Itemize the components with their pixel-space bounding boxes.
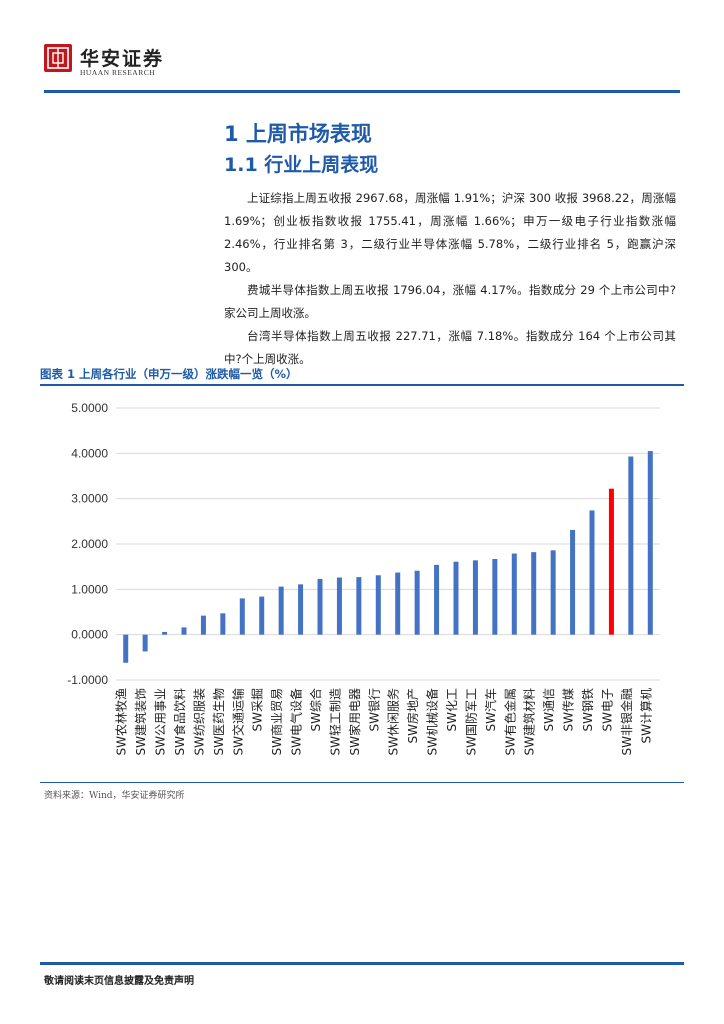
y-tick-label: 1.0000 xyxy=(71,582,108,596)
x-category-label: SW食品饮料 xyxy=(172,688,187,755)
y-tick-label: 4.0000 xyxy=(71,446,108,460)
x-category-label: SW建筑材料 xyxy=(522,688,537,755)
section-subtitle: 1.1 行业上周表现 xyxy=(224,154,379,176)
bar xyxy=(628,456,634,635)
section-title: 1 上周市场表现 xyxy=(224,122,372,146)
bar xyxy=(434,564,440,635)
bar xyxy=(453,561,459,635)
y-tick-label: 2.0000 xyxy=(71,537,108,551)
bar xyxy=(492,558,498,635)
y-tick-label: 3.0000 xyxy=(71,492,108,506)
brand-name: 华安证券 xyxy=(80,48,165,70)
x-category-label: SW机械设备 xyxy=(425,688,440,755)
x-category-label: SW通信 xyxy=(542,688,556,731)
bar xyxy=(220,613,226,635)
x-category-label: SW公用事业 xyxy=(154,688,168,755)
bar xyxy=(298,584,304,635)
x-category-label: SW钢铁 xyxy=(581,688,595,731)
paragraph-market: 上证综指上周五收报 2967.68，周涨幅 1.91%；沪深 300 收报 39… xyxy=(224,191,676,274)
bar xyxy=(511,553,517,635)
brand-logo-icon xyxy=(44,44,72,72)
x-category-label: SW电子 xyxy=(600,688,614,731)
bar xyxy=(589,510,595,635)
bar xyxy=(123,634,129,663)
bar xyxy=(608,488,614,635)
header-divider xyxy=(44,90,680,93)
figure-source: 资料来源：Wind，华安证券研究所 xyxy=(44,791,185,801)
bar xyxy=(414,570,420,635)
footer-divider xyxy=(40,962,684,965)
bar xyxy=(550,550,556,635)
y-tick-label: 0.0000 xyxy=(71,628,108,642)
bar xyxy=(375,575,381,635)
bar xyxy=(317,578,323,635)
x-category-label: SW建筑装饰 xyxy=(133,688,148,755)
industry-bar-chart: 5.0000 4.0000 3.0000 2.0000 1.0000 0.0000 -1.0… xyxy=(67,401,660,755)
bar xyxy=(647,451,653,635)
footer-disclaimer: 敬请阅读末页信息披露及免责声明 xyxy=(44,976,194,987)
source-divider xyxy=(40,782,684,783)
brand-name-english: HUAAN RESEARCH xyxy=(80,68,156,77)
x-category-label: SW纺织服装 xyxy=(192,688,206,755)
bar xyxy=(259,596,265,635)
x-category-label: SW休闲服务 xyxy=(386,688,401,755)
x-category-label: SW计算机 xyxy=(638,688,653,743)
x-category-label: SW医药生物 xyxy=(212,688,226,755)
bar xyxy=(142,634,148,652)
x-category-label: SW电气设备 xyxy=(289,688,304,755)
x-category-label: SW交通运输 xyxy=(230,688,245,755)
x-category-label: SW商业贸易 xyxy=(269,688,284,755)
x-category-label: SW汽车 xyxy=(483,688,498,731)
x-category-label: SW轻工制造 xyxy=(328,688,342,755)
paragraph-taiwan: 台湾半导体指数上周五收报 227.71，涨幅 7.18%。指数成分 164 个上… xyxy=(224,329,676,366)
bar xyxy=(162,631,168,635)
x-category-label: SW非银金融 xyxy=(619,688,634,755)
x-category-label: SW采掘 xyxy=(250,688,265,731)
bar xyxy=(570,529,576,635)
y-tick-label: 5.0000 xyxy=(71,401,108,415)
figure-divider xyxy=(40,384,684,386)
figure-title: 图表 1 上周各行业（申万一级）涨跌幅一览（%） xyxy=(40,367,298,381)
x-category-label: SW家用电器 xyxy=(347,688,362,755)
bar xyxy=(239,598,245,635)
x-category-label: SW综合 xyxy=(308,688,323,731)
x-category-label: SW传媒 xyxy=(561,688,576,731)
body-text: 上证综指上周五收报 2967.68，周涨幅 1.91%；沪深 300 收报 39… xyxy=(224,187,676,371)
x-category-label: SW国防军工 xyxy=(463,688,478,755)
bar xyxy=(472,560,478,635)
x-category-label: SW有色金属 xyxy=(502,688,517,755)
bar xyxy=(200,615,206,635)
x-category-label: SW银行 xyxy=(367,688,381,731)
x-category-label: SW房地产 xyxy=(405,688,420,743)
paragraph-philadelphia: 费城半导体指数上周五收报 1796.04，涨幅 4.17%。指数成分 29 个上… xyxy=(224,283,676,320)
bar xyxy=(531,552,537,635)
x-category-label: SW农林牧渔 xyxy=(115,688,129,755)
bar xyxy=(181,627,187,635)
y-tick-label: -1.0000 xyxy=(67,673,108,687)
bar xyxy=(336,577,342,635)
bar xyxy=(395,572,401,635)
bar xyxy=(356,577,362,635)
x-category-label: SW化工 xyxy=(445,688,459,731)
bar xyxy=(278,586,284,635)
